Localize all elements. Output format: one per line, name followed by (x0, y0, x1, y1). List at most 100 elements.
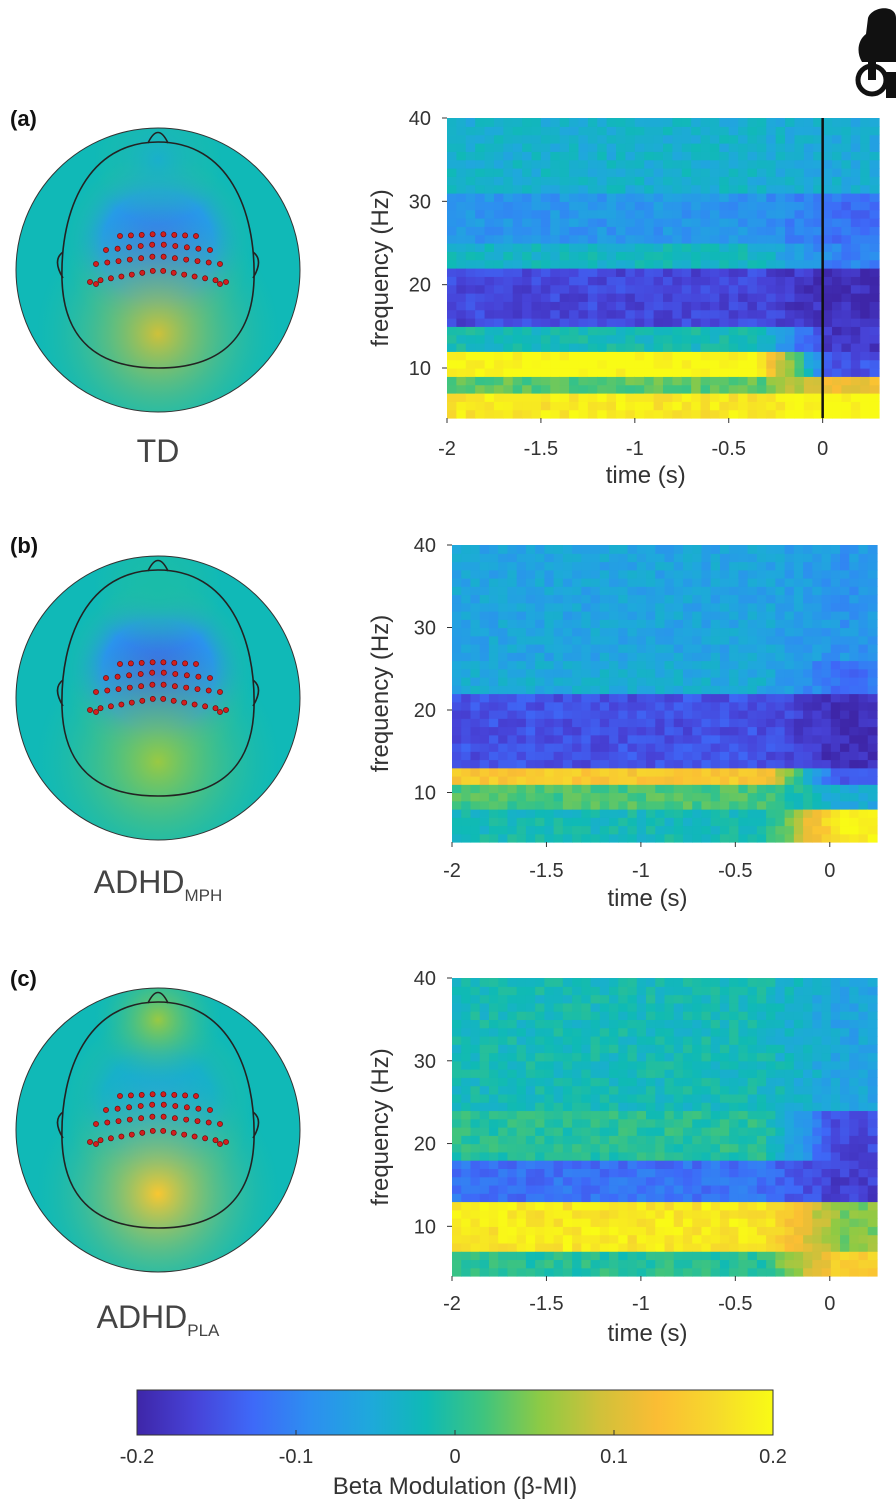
heatmap-cell (544, 825, 555, 835)
heatmap-cell (832, 118, 843, 127)
heatmap-cell (766, 334, 777, 344)
heatmap-cell (747, 326, 758, 336)
heatmap-cell (830, 817, 841, 827)
heatmap-cell (821, 1135, 832, 1145)
heatmap-cell (738, 1259, 749, 1269)
heatmap-cell (813, 309, 824, 319)
heatmap-cell (803, 825, 813, 835)
heatmap-cell (869, 243, 880, 252)
heatmap-cell (756, 1069, 767, 1078)
heatmap-cell (738, 384, 749, 394)
heatmap-cell (701, 1184, 712, 1194)
heatmap-cell (869, 293, 880, 302)
heatmap-cell (578, 126, 589, 136)
heatmap-cell (766, 817, 776, 827)
electrode-dot (191, 273, 198, 280)
heatmap-cell (587, 151, 598, 161)
heatmap-cell (634, 276, 645, 286)
heatmap-cell (710, 776, 721, 785)
heatmap-cell (498, 1209, 509, 1219)
electrode-dot (114, 1105, 121, 1112)
heatmap-cell (803, 635, 813, 645)
heatmap-cell (627, 759, 638, 769)
heatmap-cell (840, 825, 850, 835)
heatmap-cell (562, 677, 573, 686)
heatmap-cell (572, 594, 582, 604)
heatmap-cell (766, 193, 777, 202)
heatmap-cell (832, 284, 843, 294)
heatmap-cell (766, 685, 776, 695)
heatmap-cell (719, 1259, 730, 1269)
heatmap-cell (606, 293, 617, 302)
heatmap-cell (606, 326, 617, 336)
heatmap-cell (498, 1019, 509, 1029)
heatmap-cell (747, 1019, 758, 1029)
heatmap-cell (813, 168, 824, 177)
heatmap-cell (452, 561, 462, 571)
heatmap-cell (682, 561, 693, 571)
y-tick-label: 20 (409, 275, 431, 297)
heatmap-cell (747, 833, 758, 843)
heatmap-cell (609, 1168, 619, 1178)
heatmap-cell (655, 809, 666, 818)
heatmap-cell (553, 644, 564, 653)
heatmap-cell (616, 243, 627, 252)
heatmap-cell (516, 1002, 527, 1012)
electrode-dot (108, 275, 114, 282)
heatmap-cell (738, 586, 749, 596)
heatmap-cell (447, 234, 457, 244)
heatmap-cell (599, 1168, 610, 1178)
heatmap-cell (803, 743, 813, 752)
heatmap-cell (849, 652, 860, 662)
heatmap-cell (562, 776, 573, 785)
heatmap-cell (682, 1201, 693, 1211)
heatmap-cell (869, 168, 880, 177)
heatmap-cell (516, 685, 527, 695)
heatmap-cell (738, 1027, 749, 1037)
heatmap-cell (766, 693, 776, 703)
heatmap-cell (664, 1151, 675, 1161)
heatmap-cell (590, 1027, 601, 1037)
heatmap-cell (775, 309, 786, 319)
heatmap-cell (719, 784, 730, 794)
heatmap-cell (525, 586, 536, 596)
heatmap-cell (794, 118, 805, 127)
heatmap-cell (673, 1127, 684, 1136)
heatmap-cell (562, 1267, 573, 1277)
heatmap-cell (766, 326, 777, 336)
heatmap-cell (599, 1234, 610, 1244)
heatmap-cell (616, 309, 627, 319)
heatmap-cell (812, 1143, 823, 1153)
heatmap-cell (609, 1234, 619, 1244)
heatmap-cell (516, 1093, 527, 1103)
heatmap-cell (701, 759, 712, 769)
heatmap-cell (709, 201, 720, 211)
heatmap-cell (867, 817, 878, 827)
heatmap-cell (692, 1027, 703, 1037)
heatmap-cell (813, 226, 824, 236)
heatmap-cell (456, 301, 467, 311)
heatmap-cell (867, 718, 878, 728)
heatmap-cell (747, 784, 758, 794)
heatmap-cell (470, 1110, 481, 1120)
heatmap-cell (794, 168, 805, 177)
heatmap-cell (484, 401, 495, 411)
heatmap-cell (578, 376, 589, 386)
heatmap-cell (803, 644, 813, 653)
heatmap-cell (821, 1093, 832, 1103)
heatmap-cell (812, 1218, 823, 1227)
heatmap-cell (627, 594, 638, 604)
heatmap-cell (841, 368, 852, 377)
heatmap-cell (738, 718, 749, 728)
heatmap-cell (710, 1226, 721, 1236)
heatmap-cell (599, 619, 610, 629)
heatmap-cell (562, 1110, 573, 1120)
heatmap-cell (627, 710, 638, 719)
heatmap-cell (663, 334, 673, 344)
heatmap-cell (475, 276, 486, 286)
heatmap-cell (747, 309, 758, 319)
heatmap-cell (692, 809, 703, 818)
heatmap-cell (710, 1060, 721, 1070)
heatmap-cell (553, 1118, 564, 1128)
electrode-dot (160, 669, 167, 676)
